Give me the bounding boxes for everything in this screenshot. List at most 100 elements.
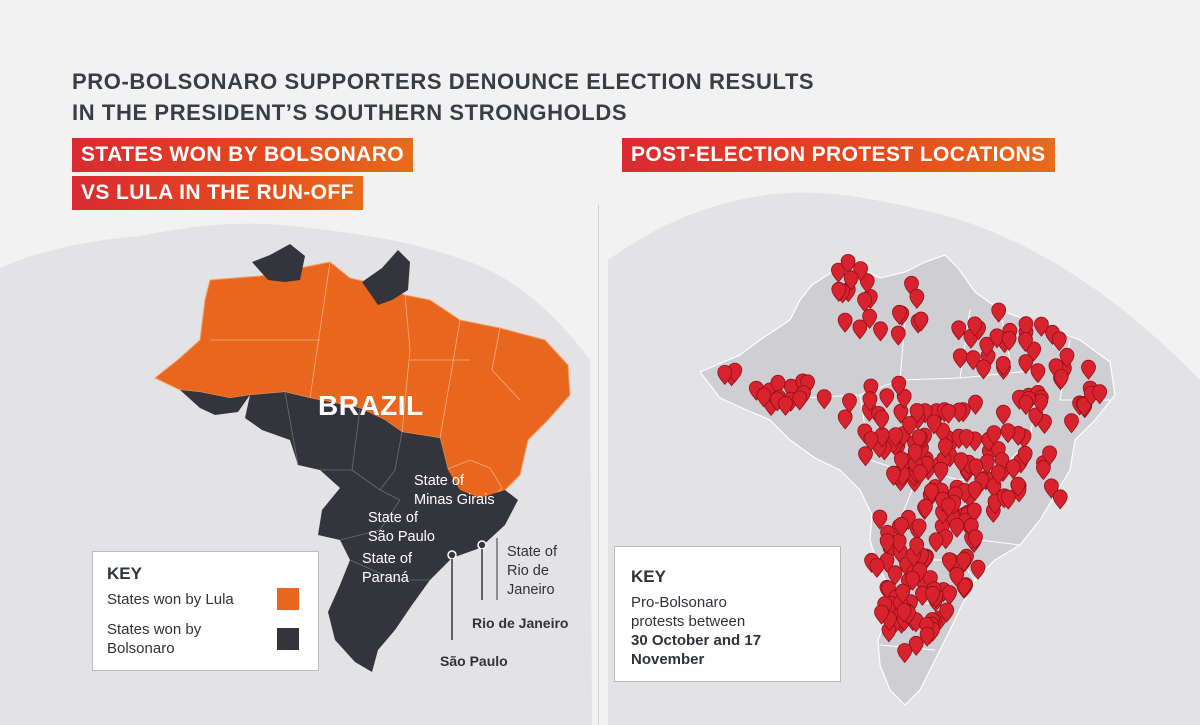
- orange-state-borders: [210, 261, 521, 439]
- lula-key-label: States won by Lula: [107, 591, 234, 608]
- protest-marker: [837, 312, 853, 333]
- protest-marker: [1076, 396, 1092, 417]
- protest-marker: [879, 533, 895, 554]
- protest-marker: [959, 429, 974, 450]
- protest-markers-group: [717, 254, 1108, 664]
- protest-marker: [1026, 341, 1042, 362]
- state-borders: [284, 391, 430, 581]
- protest-marker: [968, 394, 983, 415]
- right-key-title: KEY: [631, 567, 666, 586]
- right-map-key: KEY Pro-Bolsonaro protests between 30 Oc…: [614, 546, 841, 682]
- protest-marker: [968, 529, 983, 550]
- page-title: PRO-BOLSONARO SUPPORTERS DENOUNCE ELECTI…: [72, 66, 814, 128]
- protest-marker: [991, 464, 1006, 485]
- protest-marker: [1028, 407, 1044, 428]
- protest-marker: [1000, 423, 1016, 444]
- protest-marker: [895, 583, 911, 604]
- protest-marker: [1053, 369, 1069, 390]
- protest-marker: [909, 403, 925, 424]
- protest-marker: [938, 438, 953, 459]
- protest-marker: [902, 416, 917, 437]
- protest-marker: [862, 391, 878, 412]
- protest-marker: [928, 532, 944, 553]
- protest-marker: [843, 270, 859, 291]
- protest-marker: [888, 427, 903, 448]
- protest-marker: [907, 443, 923, 464]
- bolsonaro-center-south-states: [245, 392, 518, 672]
- protest-marker: [896, 388, 912, 409]
- protest-marker: [913, 311, 929, 332]
- protest-marker: [1000, 489, 1016, 510]
- protest-marker: [952, 348, 968, 369]
- protest-marker: [840, 254, 856, 275]
- protest-marker: [1051, 331, 1067, 352]
- protest-marker: [909, 288, 925, 309]
- protest-marker: [887, 565, 903, 586]
- protest-marker: [894, 516, 909, 537]
- protest-marker: [1005, 459, 1021, 480]
- protest-marker: [967, 481, 983, 502]
- lula-swatch: [277, 588, 299, 610]
- protest-marker: [1042, 445, 1057, 466]
- rio-de-janeiro-state-label: State of Rio de Janeiro: [507, 544, 557, 598]
- protest-marker: [852, 319, 868, 340]
- protest-marker: [1092, 384, 1108, 405]
- protest-marker: [968, 458, 984, 479]
- protest-marker: [1018, 354, 1034, 375]
- protest-marker: [1018, 316, 1034, 337]
- panel-divider: [598, 205, 599, 725]
- protest-marker: [979, 336, 995, 357]
- protest-marker: [1081, 359, 1096, 380]
- protest-marker: [1033, 393, 1049, 414]
- sao-paulo-city-label: São Paulo: [440, 653, 508, 669]
- sao-paulo-state-label: State of São Paulo: [368, 510, 435, 545]
- protest-marker: [874, 604, 889, 625]
- protest-marker: [1017, 445, 1033, 466]
- protest-marker: [942, 585, 957, 606]
- protest-marker: [953, 452, 969, 473]
- protest-marker: [939, 602, 955, 623]
- protest-marker: [1064, 413, 1079, 434]
- protest-marker: [941, 552, 957, 573]
- protest-marker: [837, 409, 853, 430]
- protest-marker: [911, 518, 927, 539]
- protest-marker: [1001, 331, 1017, 352]
- protest-marker: [1018, 395, 1034, 416]
- protest-marker: [879, 388, 895, 409]
- protest-key-label: Pro-Bolsonaro protests between: [631, 594, 746, 630]
- protest-marker: [842, 393, 857, 414]
- protest-marker: [896, 603, 912, 624]
- protest-marker: [892, 304, 907, 325]
- protest-marker: [949, 517, 965, 538]
- protest-marker: [756, 387, 772, 408]
- left-banner-line-1: STATES WON BY BOLSONARO: [72, 138, 414, 172]
- protest-marker: [905, 570, 920, 591]
- protest-marker: [951, 320, 967, 341]
- protest-marker: [874, 410, 889, 431]
- protest-marker: [1010, 476, 1026, 497]
- protest-marker: [996, 404, 1011, 425]
- bolsonaro-north-state-2: [362, 250, 410, 305]
- protest-marker: [970, 559, 986, 580]
- protest-marker: [890, 325, 906, 346]
- bolsonaro-key-label: States won by Bolsonaro: [107, 621, 202, 657]
- protest-marker: [956, 551, 972, 572]
- protest-marker: [816, 389, 832, 410]
- protest-marker: [1018, 332, 1033, 353]
- bolsonaro-west-state: [180, 390, 250, 415]
- protest-marker: [933, 461, 949, 482]
- bolsonaro-swatch: [277, 628, 299, 650]
- rio-city-dot: [477, 540, 487, 550]
- protest-marker: [1052, 489, 1068, 510]
- protest-marker: [858, 446, 873, 467]
- protest-marker: [1034, 316, 1049, 337]
- protest-marker: [857, 292, 872, 313]
- protest-marker: [918, 498, 933, 519]
- protest-marker: [872, 509, 888, 530]
- protest-marker: [995, 356, 1011, 377]
- protest-marker: [893, 451, 909, 472]
- protest-marker: [909, 537, 925, 558]
- protest-marker: [925, 585, 940, 606]
- protest-marker: [891, 375, 907, 396]
- protest-marker: [956, 577, 972, 598]
